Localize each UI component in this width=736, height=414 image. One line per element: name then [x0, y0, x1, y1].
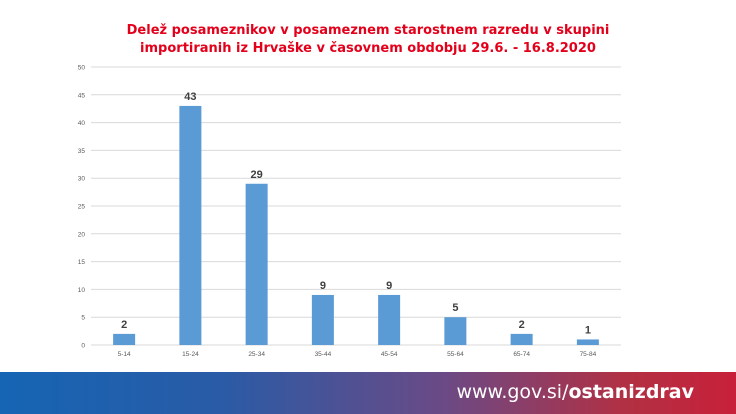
data-label: 2	[121, 319, 127, 331]
x-tick-label: 25-34	[248, 351, 265, 358]
x-tick-label: 15-24	[182, 351, 199, 358]
data-label: 43	[184, 91, 196, 103]
bar	[378, 294, 401, 345]
y-tick-label: 10	[78, 287, 86, 294]
data-label: 29	[251, 169, 263, 181]
footer-url-prefix: www.gov.si/	[456, 381, 569, 403]
bar-chart: 0510152025303540455025-144315-242925-349…	[78, 65, 621, 358]
y-tick-label: 45	[78, 92, 86, 99]
data-label: 9	[320, 280, 326, 292]
data-label: 9	[386, 280, 392, 292]
y-tick-label: 50	[78, 65, 86, 72]
data-label: 2	[519, 319, 525, 331]
bar	[444, 317, 467, 345]
y-tick-label: 40	[78, 120, 86, 127]
y-tick-label: 25	[78, 204, 86, 211]
x-tick-label: 55-64	[447, 351, 464, 358]
bar	[179, 105, 202, 345]
y-tick-label: 15	[78, 259, 86, 266]
data-label: 5	[452, 302, 458, 314]
y-tick-label: 20	[78, 231, 86, 238]
footer-banner: www.gov.si/ostanizdrav	[0, 372, 736, 414]
x-tick-label: 65-74	[513, 351, 530, 358]
x-tick-label: 35-44	[315, 351, 332, 358]
footer-url[interactable]: www.gov.si/ostanizdrav	[456, 381, 694, 403]
y-tick-label: 5	[81, 315, 85, 322]
y-tick-label: 0	[81, 343, 85, 350]
footer-url-bold: ostanizdrav	[568, 381, 694, 403]
x-tick-label: 5-14	[118, 351, 131, 358]
bar	[245, 183, 268, 345]
bar	[510, 333, 533, 345]
chart-title-line-2: importiranih iz Hrvaške v časovnem obdob…	[140, 41, 596, 56]
y-tick-label: 30	[78, 176, 86, 183]
y-tick-label: 35	[78, 148, 86, 155]
chart-title: Delež posameznikov v posameznem starostn…	[0, 22, 736, 58]
chart-title-line-1: Delež posameznikov v posameznem starostn…	[126, 23, 610, 38]
x-tick-label: 45-54	[381, 351, 398, 358]
bar	[113, 333, 136, 345]
bar	[576, 339, 599, 345]
bar	[311, 294, 334, 345]
data-label: 1	[585, 324, 591, 336]
x-tick-label: 75-84	[580, 351, 597, 358]
